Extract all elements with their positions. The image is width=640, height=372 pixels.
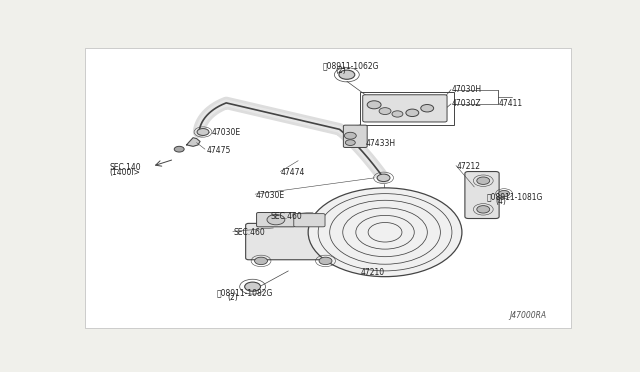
Circle shape: [477, 177, 490, 185]
FancyBboxPatch shape: [246, 223, 344, 260]
Circle shape: [392, 111, 403, 117]
Circle shape: [244, 282, 260, 291]
Circle shape: [406, 109, 419, 116]
Text: ⓝ08911-1062G: ⓝ08911-1062G: [323, 62, 380, 71]
Circle shape: [174, 146, 184, 152]
Circle shape: [346, 140, 355, 145]
FancyBboxPatch shape: [85, 48, 571, 328]
Circle shape: [477, 206, 490, 213]
Text: SEC.460: SEC.460: [271, 212, 303, 221]
Text: (2): (2): [335, 67, 346, 76]
Circle shape: [379, 108, 391, 115]
Circle shape: [339, 70, 355, 79]
FancyBboxPatch shape: [344, 125, 367, 147]
Text: (2): (2): [227, 293, 238, 302]
Text: 47030H: 47030H: [452, 84, 482, 93]
Text: J47000RA: J47000RA: [509, 311, 546, 320]
Text: 47030E: 47030E: [256, 190, 285, 199]
Text: 47433H: 47433H: [365, 139, 396, 148]
FancyBboxPatch shape: [257, 212, 295, 227]
Text: 47212: 47212: [457, 162, 481, 171]
Circle shape: [344, 132, 356, 139]
Text: 47030Z: 47030Z: [452, 99, 482, 108]
Text: (1400I>: (1400I>: [110, 168, 141, 177]
Circle shape: [367, 101, 381, 109]
FancyBboxPatch shape: [363, 95, 447, 122]
Circle shape: [267, 215, 285, 225]
Text: ⓝ08911-1082G: ⓝ08911-1082G: [216, 288, 273, 297]
Text: (4): (4): [495, 197, 506, 206]
Circle shape: [499, 190, 509, 197]
Circle shape: [197, 129, 209, 135]
Circle shape: [255, 257, 268, 264]
Polygon shape: [187, 138, 200, 146]
Text: 47474: 47474: [281, 168, 305, 177]
FancyBboxPatch shape: [465, 171, 499, 218]
Circle shape: [377, 174, 390, 182]
Text: ⓝ08911-1081G: ⓝ08911-1081G: [486, 192, 543, 201]
Text: 47475: 47475: [207, 146, 231, 155]
Circle shape: [308, 188, 462, 277]
Text: 47411: 47411: [499, 99, 524, 108]
Text: SEC.140: SEC.140: [110, 163, 141, 172]
Circle shape: [420, 105, 434, 112]
Text: SEC.460: SEC.460: [234, 228, 266, 237]
Circle shape: [319, 257, 332, 264]
Text: 47210: 47210: [360, 268, 385, 277]
Text: 47030E: 47030E: [211, 128, 241, 137]
FancyBboxPatch shape: [294, 214, 325, 227]
